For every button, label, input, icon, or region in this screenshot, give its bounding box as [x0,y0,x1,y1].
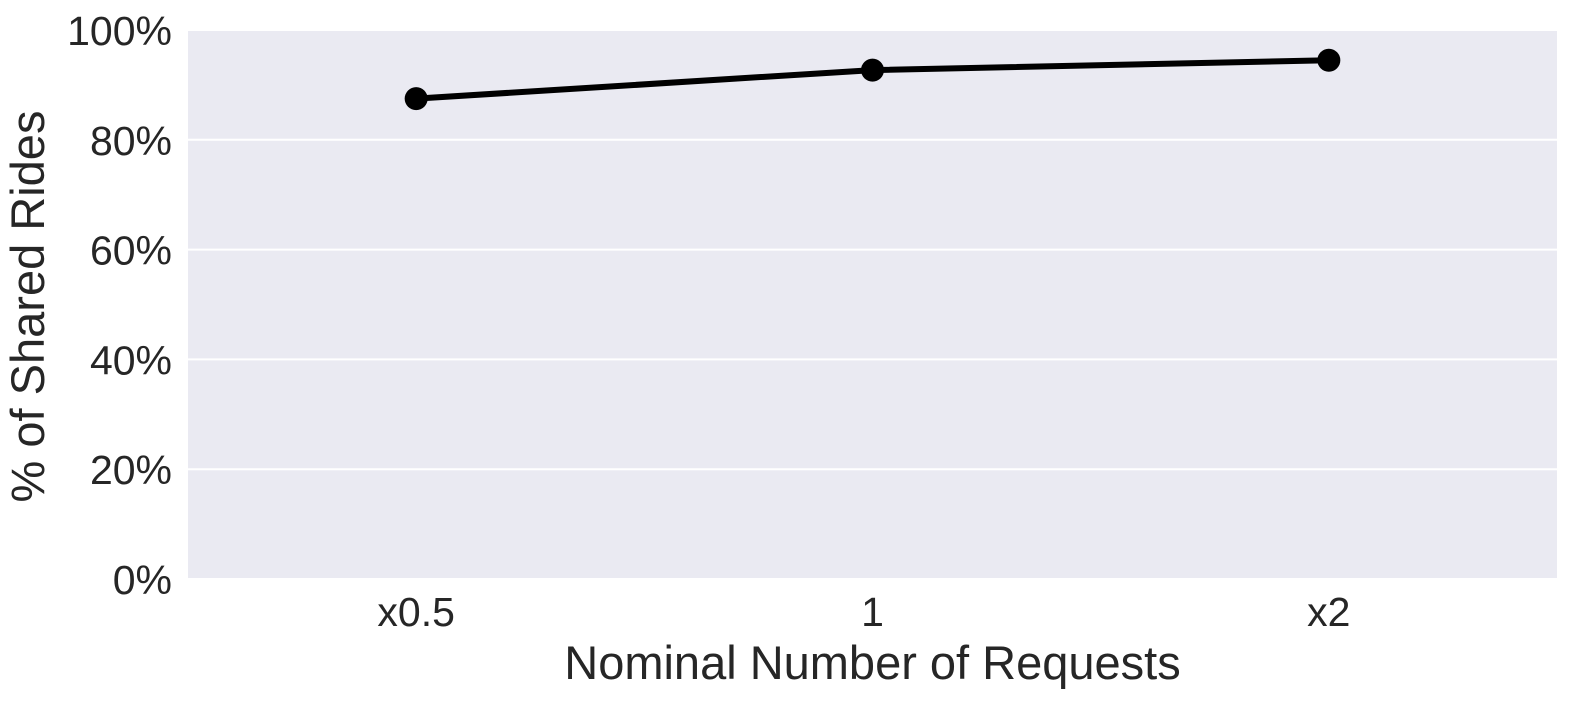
data-point [1317,48,1341,72]
y-tick-label: 60% [90,228,172,274]
y-tick-labels: 0% 20% 40% 60% 80% 100% [67,8,172,603]
gridlines [188,29,1557,580]
plot-background [188,30,1557,579]
x-tick-labels: x0.5 1 x2 [377,589,1350,635]
y-tick-label: 20% [90,447,172,493]
x-tick-label: 1 [861,589,884,635]
y-tick-label: 80% [90,118,172,164]
x-tick-label: x2 [1307,589,1350,635]
y-tick-label: 40% [90,337,172,383]
data-point [404,87,428,111]
x-axis-title: Nominal Number of Requests [564,636,1181,689]
y-tick-label: 100% [67,8,172,54]
y-tick-label: 0% [113,557,172,603]
x-tick-label: x0.5 [377,589,455,635]
y-axis-title: % of Shared Rides [1,111,54,503]
series [404,48,1341,111]
data-point [861,58,884,82]
